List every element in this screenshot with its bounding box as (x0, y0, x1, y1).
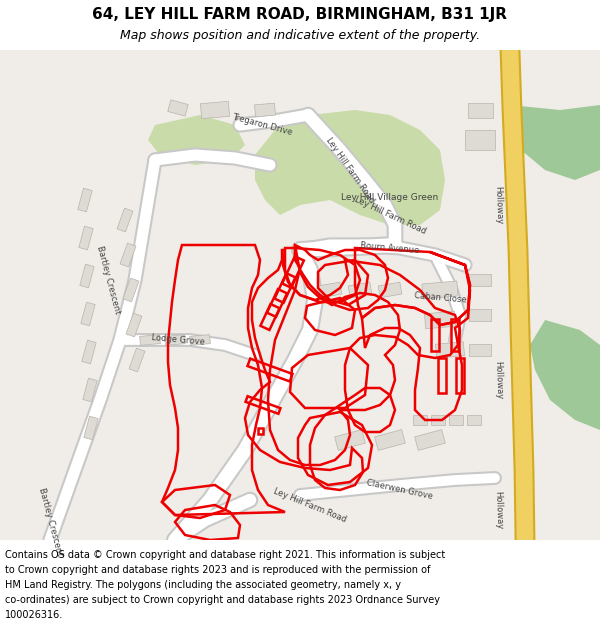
Polygon shape (79, 226, 93, 250)
Polygon shape (190, 334, 211, 346)
Polygon shape (335, 429, 365, 451)
Text: HM Land Registry. The polygons (including the associated geometry, namely x, y: HM Land Registry. The polygons (includin… (5, 580, 401, 590)
Polygon shape (348, 282, 372, 298)
Polygon shape (530, 320, 600, 430)
Polygon shape (83, 378, 97, 402)
Polygon shape (148, 115, 245, 165)
Polygon shape (255, 110, 445, 225)
Text: Map shows position and indicative extent of the property.: Map shows position and indicative extent… (120, 29, 480, 41)
Polygon shape (164, 334, 185, 346)
Polygon shape (117, 208, 133, 232)
Text: Ley Hill Farm Road: Ley Hill Farm Road (324, 136, 376, 204)
Polygon shape (200, 101, 230, 119)
Polygon shape (84, 416, 98, 440)
Polygon shape (374, 429, 406, 451)
Polygon shape (449, 415, 463, 425)
Polygon shape (413, 415, 427, 425)
Polygon shape (431, 415, 445, 425)
Polygon shape (505, 105, 600, 180)
Polygon shape (422, 281, 458, 299)
Text: 64, LEY HILL FARM ROAD, BIRMINGHAM, B31 1JR: 64, LEY HILL FARM ROAD, BIRMINGHAM, B31 … (92, 8, 508, 22)
Polygon shape (168, 100, 188, 116)
Polygon shape (80, 264, 94, 288)
Text: Lodge Grove: Lodge Grove (151, 333, 205, 347)
Polygon shape (129, 348, 145, 372)
Polygon shape (467, 102, 493, 118)
Polygon shape (254, 103, 275, 117)
Text: Contains OS data © Crown copyright and database right 2021. This information is : Contains OS data © Crown copyright and d… (5, 550, 445, 560)
Polygon shape (378, 282, 402, 298)
Polygon shape (469, 344, 491, 356)
Text: Holloway: Holloway (493, 186, 503, 224)
Text: Ley Hill Village Green: Ley Hill Village Green (341, 194, 439, 202)
Text: Caban Close: Caban Close (413, 291, 467, 305)
Polygon shape (123, 278, 139, 302)
Polygon shape (415, 429, 445, 451)
Text: co-ordinates) are subject to Crown copyright and database rights 2023 Ordnance S: co-ordinates) are subject to Crown copyr… (5, 595, 440, 605)
Polygon shape (82, 340, 96, 364)
Text: Ley Hill Farm Road: Ley Hill Farm Road (272, 486, 348, 524)
Polygon shape (318, 282, 342, 298)
Text: Holloway: Holloway (493, 361, 503, 399)
Polygon shape (469, 274, 491, 286)
Polygon shape (81, 302, 95, 326)
Text: 100026316.: 100026316. (5, 610, 63, 620)
Text: to Crown copyright and database rights 2023 and is reproduced with the permissio: to Crown copyright and database rights 2… (5, 565, 430, 575)
Polygon shape (436, 342, 464, 358)
Polygon shape (469, 309, 491, 321)
Text: Tregaron Drive: Tregaron Drive (231, 112, 293, 138)
Polygon shape (465, 130, 495, 150)
Polygon shape (140, 334, 160, 346)
Text: Ley Hill Farm Road: Ley Hill Farm Road (353, 194, 427, 236)
Text: Bartley Crescent: Bartley Crescent (37, 487, 64, 557)
Text: Bartley Crescent: Bartley Crescent (95, 245, 121, 315)
Polygon shape (424, 311, 455, 329)
Text: Bourn Avenue: Bourn Avenue (360, 241, 420, 255)
Text: Holloway: Holloway (493, 491, 503, 529)
Text: Claerwen Grove: Claerwen Grove (366, 479, 434, 501)
Polygon shape (467, 415, 481, 425)
Polygon shape (78, 188, 92, 212)
Polygon shape (120, 243, 136, 267)
Polygon shape (126, 313, 142, 337)
